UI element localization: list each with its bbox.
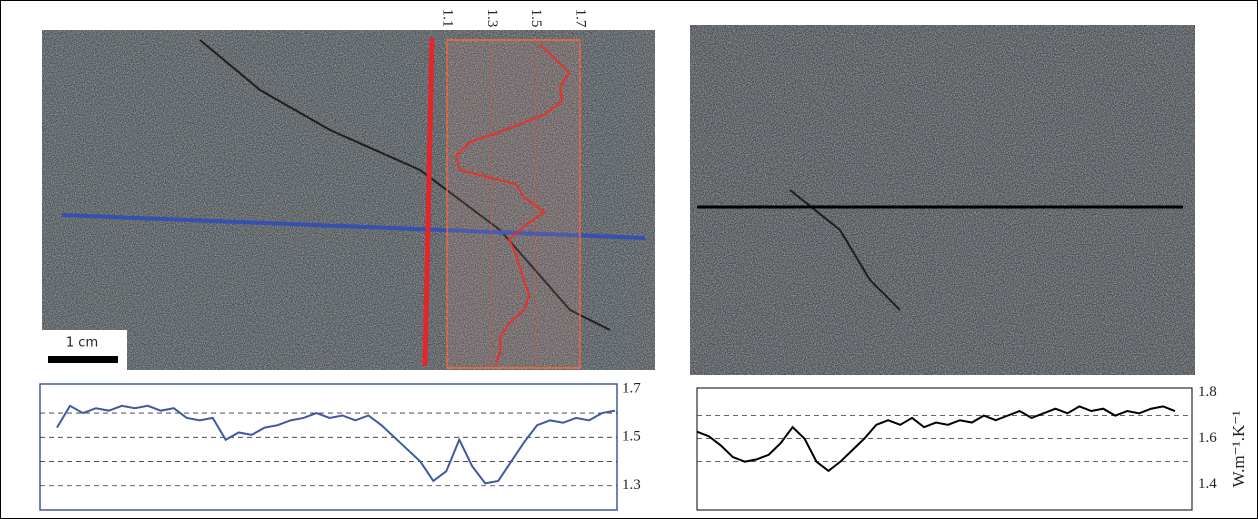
y-axis-label: W.m⁻¹.K⁻¹ xyxy=(1229,411,1248,488)
y-tick-label: 1.3 xyxy=(622,477,641,493)
y-tick-label: 1.4 xyxy=(1198,476,1217,492)
profile-line xyxy=(61,213,646,240)
profile-curve xyxy=(56,404,616,485)
profile-curve xyxy=(454,44,571,366)
red-line xyxy=(422,37,435,367)
x-tick-label: 1.7 xyxy=(573,9,589,28)
plot-box xyxy=(39,383,618,511)
rock-photo xyxy=(42,30,655,370)
x-tick-label: 1.5 xyxy=(528,9,544,28)
profile-curve xyxy=(696,405,1176,473)
y-tick-label: 1.8 xyxy=(1198,384,1217,400)
x-tick-label: 1.3 xyxy=(484,9,500,28)
plot-box xyxy=(696,387,1193,511)
crack xyxy=(789,189,901,311)
scale-bar xyxy=(48,356,118,363)
rock-photo xyxy=(690,25,1195,375)
y-tick-label: 1.6 xyxy=(1198,430,1217,446)
y-tick-label: 1.7 xyxy=(622,380,641,396)
crack xyxy=(199,39,611,331)
y-tick-label: 1.5 xyxy=(622,429,641,445)
x-tick-label: 1.1 xyxy=(440,9,456,28)
scale-box xyxy=(42,330,127,370)
scale-label: 1 cm xyxy=(66,336,98,351)
